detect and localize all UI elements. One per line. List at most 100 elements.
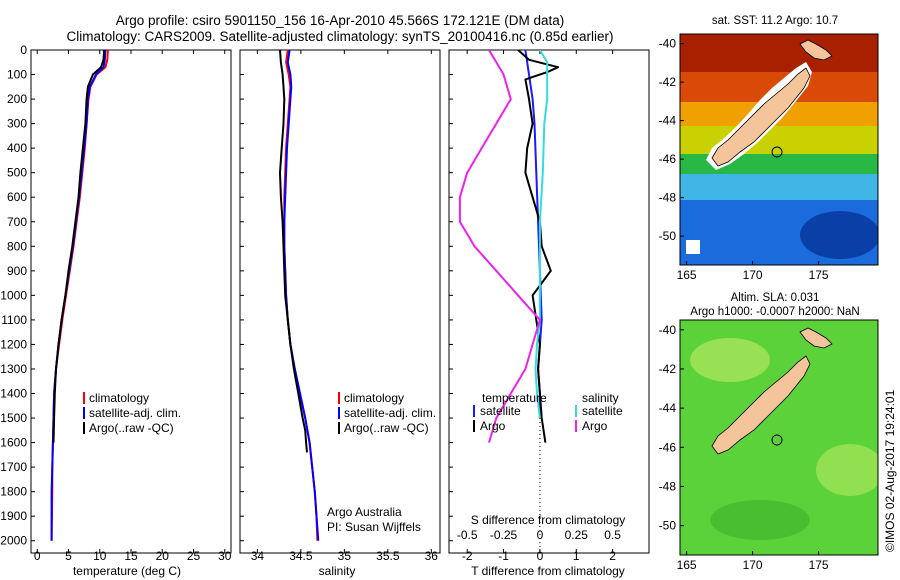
x-tick-label: 35.5 (376, 549, 400, 563)
difference-legend: temperature salinity satellite satellite… (473, 391, 623, 433)
depth-tick-label: 700 (7, 215, 27, 229)
sla-map-ticks: -40 -42 -44 -46 -48 -50 165 170 175 (659, 323, 829, 572)
depth-tick-label: 1900 (0, 509, 27, 523)
depth-tick-label: 1100 (1, 313, 27, 327)
lat-tick-label: -46 (659, 440, 677, 454)
x-tick-label: -2 (462, 549, 473, 563)
temperature-axis: 0 5 10 15 20 25 30 (34, 50, 232, 563)
series-climatology (50, 50, 109, 541)
depth-tick-label: 1500 (0, 411, 27, 425)
figure-title-line-1: Argo profile: csiro 5901150_156 16-Apr-2… (115, 13, 565, 28)
salinity-legend: climatology satellite-adj. clim. Argo(..… (338, 391, 436, 435)
legend-salinity-heading: salinity (582, 391, 619, 405)
x-tick-label: 34 (251, 549, 265, 563)
sst-map: -40 -42 -44 -46 -48 -50 165 170 175 (659, 33, 879, 282)
depth-tick-label: 300 (7, 117, 27, 131)
sst-missing-data (686, 240, 700, 254)
legend-s-satellite-label: satellite (582, 404, 623, 418)
lat-tick-label: -50 (659, 229, 677, 243)
lon-tick-label: 170 (743, 558, 763, 572)
figure-title-line-2: Climatology: CARS2009. Satellite-adjuste… (66, 29, 614, 44)
depth-tick-label: 100 (7, 68, 27, 82)
series-argo-raw-qc (279, 50, 308, 453)
x-tick-label: 10 (93, 549, 107, 563)
temperature-panel-frame (30, 49, 232, 554)
x-tick-label: 15 (124, 549, 138, 563)
s-tick-label: -0.5 (457, 528, 478, 542)
argo-float-marker (771, 434, 783, 446)
difference-lines (458, 50, 560, 443)
x-tick-label: 35 (338, 549, 352, 563)
depth-tick-label: 1300 (0, 362, 27, 376)
depth-tick-label: 0 (20, 43, 27, 57)
credit-line-2: PI: Susan Wijffels (327, 520, 421, 534)
lon-tick-label: 175 (809, 268, 829, 282)
lat-tick-label: -48 (659, 191, 677, 205)
credit-line-1: Argo Australia (327, 505, 402, 519)
series-temperature-argo (517, 50, 560, 443)
difference-panel-frame (448, 49, 650, 554)
series-satellite-adj-clim (283, 50, 320, 541)
south-island-land (711, 355, 811, 455)
s-tick-label: 0.5 (604, 528, 621, 542)
legend-argo-label: Argo(..raw -QC) (344, 421, 429, 435)
legend-satellite-label: satellite-adj. clim. (344, 406, 436, 420)
depth-tick-label: 800 (7, 239, 27, 253)
x-tick-label: 36 (425, 549, 439, 563)
legend-s-argo-label: Argo (582, 419, 608, 433)
lon-tick-label: 175 (809, 558, 829, 572)
sst-cold-patch (800, 211, 878, 259)
x-tick-label: 0 (34, 549, 41, 563)
lat-tick-label: -40 (659, 323, 677, 337)
argo-float-marker (771, 146, 783, 158)
sla-map-frame (679, 319, 879, 556)
depth-tick-label: 1700 (0, 460, 27, 474)
depth-tick-label: 2000 (0, 534, 27, 548)
north-island-land (799, 39, 833, 61)
x-tick-label: 0 (537, 549, 544, 563)
t-difference-axis-label: T difference from climatology (471, 564, 625, 578)
salinity-axis: 34 34.5 35 35.5 36 (251, 50, 439, 563)
depth-tick-label: 1600 (0, 436, 27, 450)
x-tick-label: 2 (609, 549, 616, 563)
lat-tick-label: -50 (659, 519, 677, 533)
sst-field-cyan (680, 174, 878, 200)
x-tick-label: 20 (156, 549, 170, 563)
legend-satellite-label: satellite-adj. clim. (89, 406, 181, 420)
sla-map-title-line-2: Argo h1000: -0.0007 h2000: NaN (690, 306, 860, 318)
depth-tick-label: 400 (7, 141, 27, 155)
depth-tick-label: 1800 (0, 485, 27, 499)
legend-temperature-heading: temperature (482, 391, 547, 405)
salinity-panel-frame (239, 49, 441, 554)
lat-tick-label: -40 (659, 37, 677, 51)
sst-map-frame (679, 33, 879, 266)
legend-t-argo-label: Argo (480, 419, 506, 433)
south-island-land (711, 67, 811, 167)
legend-climatology-label: climatology (344, 391, 404, 405)
lat-tick-label: -42 (659, 75, 677, 89)
temperature-axis-label: temperature (deg C) (73, 564, 181, 578)
north-island-land (799, 327, 833, 349)
salinity-axis-label: salinity (319, 564, 356, 578)
lon-tick-label: 165 (677, 268, 697, 282)
sst-map-ticks: -40 -42 -44 -46 -48 -50 165 170 175 (659, 37, 829, 282)
sla-map: -40 -42 -44 -46 -48 -50 165 170 175 (659, 319, 879, 572)
x-tick-label: 34.5 (289, 549, 313, 563)
depth-tick-label: 1400 (0, 387, 27, 401)
s-tick-label: -0.25 (490, 528, 518, 542)
lat-tick-label: -44 (659, 114, 677, 128)
lon-tick-label: 170 (743, 268, 763, 282)
depth-axis: 0 100 200 300 400 500 600 700 800 900 1000 1100 1200… (0, 43, 453, 548)
depth-tick-label: 600 (7, 190, 27, 204)
sst-map-title: sat. SST: 11.2 Argo: 10.7 (711, 15, 839, 27)
legend-argo-label: Argo(..raw -QC) (89, 421, 174, 435)
sla-high-patch (816, 444, 878, 496)
series-salinity-argo (458, 50, 541, 443)
depth-tick-label: 500 (7, 166, 27, 180)
lat-tick-label: -48 (659, 479, 677, 493)
temperature-lines (50, 50, 109, 541)
salinity-lines (279, 50, 320, 541)
lat-tick-label: -46 (659, 152, 677, 166)
x-tick-label: -1 (498, 549, 509, 563)
